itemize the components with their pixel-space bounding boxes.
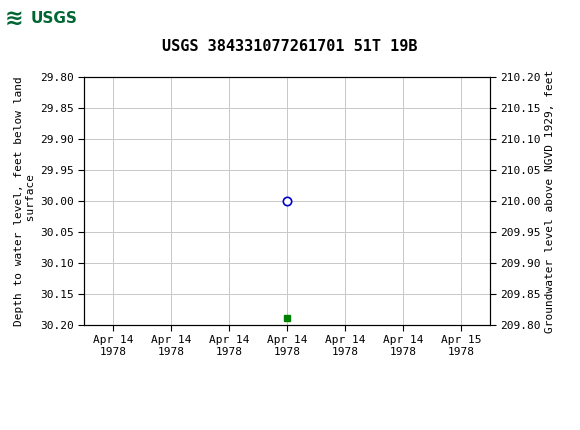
Text: USGS 384331077261701 51T 19B: USGS 384331077261701 51T 19B — [162, 39, 418, 54]
Text: ≋: ≋ — [5, 8, 23, 28]
FancyBboxPatch shape — [3, 3, 70, 34]
Y-axis label: Groundwater level above NGVD 1929, feet: Groundwater level above NGVD 1929, feet — [545, 69, 555, 333]
Y-axis label: Depth to water level, feet below land
 surface: Depth to water level, feet below land su… — [14, 76, 36, 326]
Text: USGS: USGS — [30, 11, 77, 26]
